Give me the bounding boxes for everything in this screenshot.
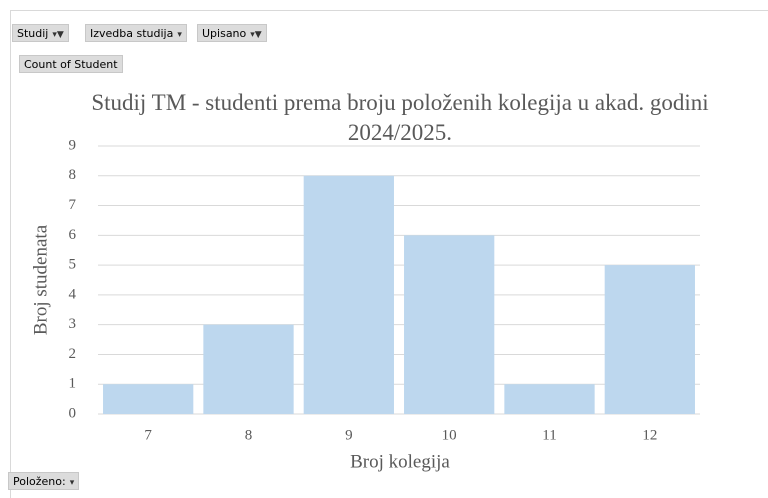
y-tick-label: 3 (69, 316, 77, 332)
y-axis-label: Broj studenata (30, 224, 51, 335)
button-label: Count of Student (24, 58, 118, 71)
filter-button[interactable]: Izvedba studija ▾ (85, 24, 187, 42)
filter-button[interactable]: Studij ▾▼ (12, 24, 69, 42)
bar (303, 175, 394, 414)
x-tick-label: 12 (642, 427, 657, 443)
button-label: Položeno: (13, 475, 66, 488)
y-tick-label: 9 (69, 137, 77, 153)
value-button[interactable]: Count of Student (19, 55, 123, 73)
x-tick-label: 7 (144, 427, 152, 443)
x-tick-label: 10 (442, 427, 457, 443)
bar (404, 235, 495, 414)
bar (203, 324, 294, 414)
y-tick-label: 4 (69, 286, 77, 302)
x-tick-label: 8 (245, 427, 253, 443)
y-tick-label: 5 (69, 257, 77, 273)
x-tick-label: 11 (542, 427, 556, 443)
x-tick-label: 9 (345, 427, 353, 443)
chart-title: Studij TM - studenti prema broju položen… (91, 90, 709, 145)
chart-border (10, 10, 768, 498)
axis-button[interactable]: Položeno: ▾ (8, 472, 80, 490)
button-label: Upisano (202, 27, 247, 40)
bar (504, 384, 595, 414)
y-tick-label: 6 (69, 227, 77, 243)
button-label: Studij (17, 27, 49, 40)
filter-button[interactable]: Upisano ▾▼ (197, 24, 267, 42)
y-tick-label: 2 (69, 346, 77, 362)
y-tick-label: 8 (69, 167, 77, 183)
x-axis-label: Broj kolegija (350, 451, 450, 472)
y-tick-label: 0 (69, 405, 77, 421)
y-tick-label: 7 (69, 197, 77, 213)
y-tick-label: 1 (69, 376, 77, 392)
bar (103, 384, 194, 414)
bar (604, 265, 695, 414)
button-label: Izvedba studija (90, 27, 174, 40)
